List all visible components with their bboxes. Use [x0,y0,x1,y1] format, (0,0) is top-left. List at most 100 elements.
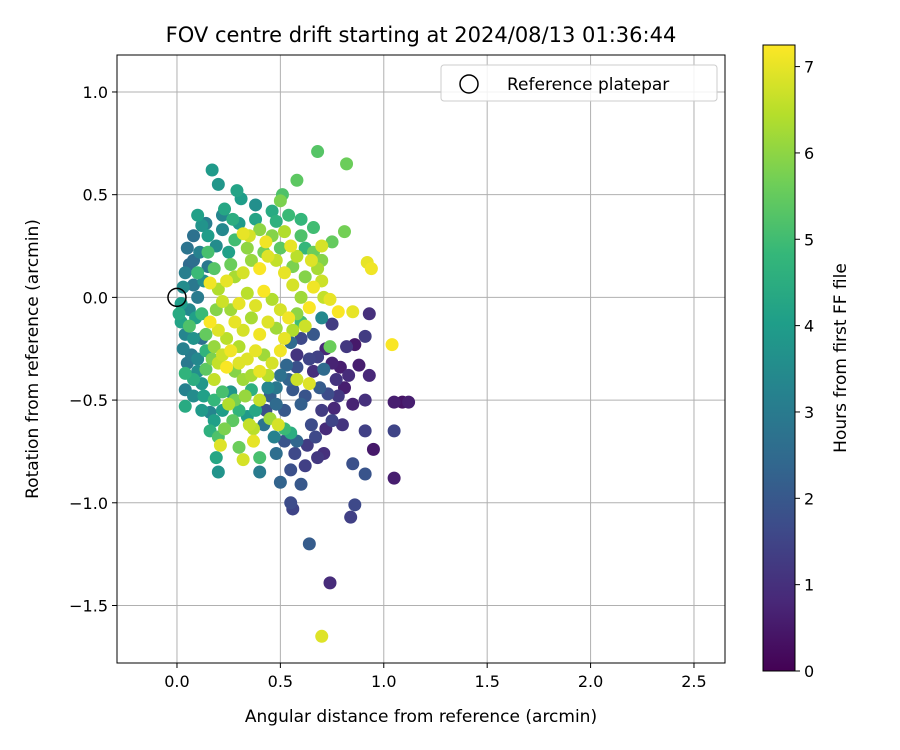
data-point [273,303,287,317]
data-point [215,294,229,308]
data-point [335,418,349,432]
colorbar-tick-label: 1 [804,576,814,595]
data-point [253,223,267,237]
data-point [242,418,256,432]
data-point [236,227,250,241]
data-point [362,368,376,382]
data-point [278,331,292,345]
plot-frame [116,54,726,664]
data-point [246,434,260,448]
data-point [259,235,273,249]
data-point [290,373,304,387]
data-point [317,362,331,376]
data-point [240,241,254,255]
y-axis-label: Rotation from reference (arcmin) [23,219,43,499]
data-point [294,290,308,304]
data-point [199,362,213,376]
data-point [315,629,329,643]
data-point [180,241,194,255]
data-point [265,356,279,370]
data-points [172,145,416,643]
data-point [220,331,234,345]
x-tick-label: 0.5 [268,672,293,691]
reference-marker-layer [167,287,187,308]
data-point [211,465,225,479]
data-point [315,239,329,253]
data-point [191,266,205,280]
data-point [207,373,221,387]
data-point [290,249,304,263]
data-point [280,358,294,372]
data-point [265,204,279,218]
data-point [236,453,250,467]
data-point [352,358,366,372]
x-tick-label: 2.5 [681,672,706,691]
data-point [290,360,304,374]
data-point [331,305,345,319]
data-point [300,438,314,452]
data-point [224,258,238,272]
data-point [362,307,376,321]
colorbar-tick-label: 7 [804,58,814,77]
data-point [273,241,287,255]
x-axis-ticks: 0.0 0.5 1.0 1.5 2.0 2.5 [164,663,707,691]
y-tick-label: −1.0 [69,494,108,513]
data-point [213,438,227,452]
data-point [286,323,300,337]
data-point [387,395,401,409]
data-point [273,475,287,489]
data-point [201,245,215,259]
data-point [269,397,283,411]
legend-box [440,64,718,102]
data-point [176,342,190,356]
data-point [329,373,343,387]
data-point [284,239,298,253]
data-point [311,145,325,159]
data-point [187,389,201,403]
data-point [195,218,209,232]
x-tick-label: 0.0 [164,672,189,691]
data-point [261,315,275,329]
data-point [387,471,401,485]
data-point [261,381,275,395]
data-point [348,498,362,512]
data-point [230,184,244,198]
data-point [323,292,337,306]
data-point [358,393,372,407]
data-point [253,465,267,479]
data-point [286,383,300,397]
data-point [253,451,267,465]
data-point [282,208,296,222]
data-point [218,422,232,436]
data-point [294,331,308,345]
data-point [387,424,401,438]
x-tick-label: 2.0 [578,672,603,691]
data-point [220,274,234,288]
data-point [306,221,320,235]
data-point [331,389,345,403]
data-point [249,403,263,417]
data-point [358,467,372,481]
data-point [195,403,209,417]
data-point [226,414,240,428]
data-point [340,157,354,171]
data-point [215,223,229,237]
data-point [207,414,221,428]
data-point [232,440,246,454]
y-tick-label: 1.0 [83,83,108,102]
data-point [358,424,372,438]
data-point [172,307,186,321]
data-point [304,253,318,267]
data-point [302,301,316,315]
data-point [244,253,258,267]
data-point [302,537,316,551]
data-point [284,463,298,477]
data-point [207,393,221,407]
data-point [253,364,267,378]
data-point [325,414,339,428]
data-point [201,229,215,243]
data-point [325,317,339,331]
legend: Reference platepar [440,64,718,102]
data-point [182,319,196,333]
data-point [346,457,360,471]
